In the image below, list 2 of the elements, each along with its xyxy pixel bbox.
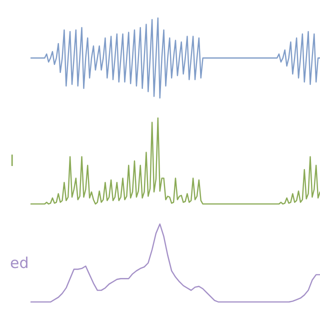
text: l (10, 152, 14, 170)
text: ed (10, 254, 29, 272)
